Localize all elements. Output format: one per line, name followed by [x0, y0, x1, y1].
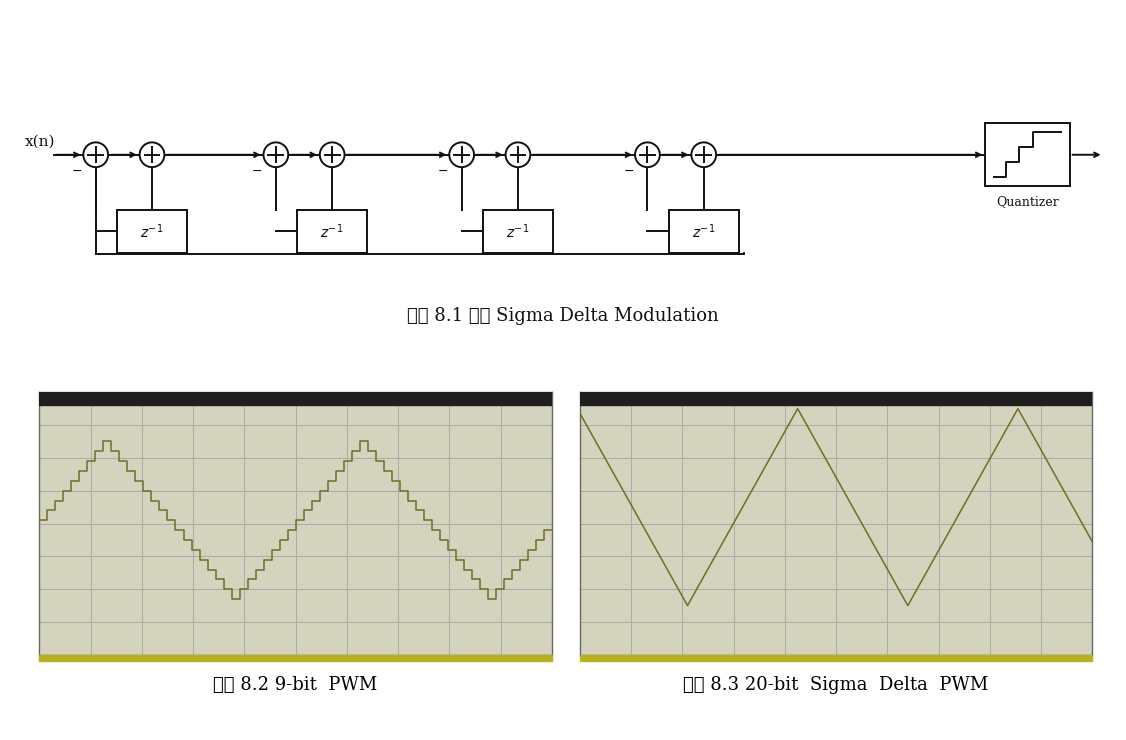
Bar [483, 210, 553, 253]
Text: 그림 8.1 단계 Sigma Delta Modulation: 그림 8.1 단계 Sigma Delta Modulation [408, 307, 718, 325]
Circle shape [691, 142, 716, 167]
Circle shape [449, 142, 474, 167]
Circle shape [320, 142, 345, 167]
Text: −: − [72, 165, 82, 178]
X-axis label: 그림 8.3 20-bit  Sigma  Delta  PWM: 그림 8.3 20-bit Sigma Delta PWM [683, 676, 989, 693]
Bar [985, 124, 1070, 186]
Text: −: − [438, 165, 448, 178]
Bar [117, 210, 187, 253]
Bar [669, 210, 739, 253]
Text: $z^{-1}$: $z^{-1}$ [321, 222, 343, 241]
Bar [39, 392, 552, 406]
Text: $z^{-1}$: $z^{-1}$ [141, 222, 163, 241]
Bar [297, 210, 367, 253]
Circle shape [635, 142, 660, 167]
Bar [580, 655, 1092, 661]
X-axis label: 그림 8.2 9-bit  PWM: 그림 8.2 9-bit PWM [214, 676, 377, 693]
Circle shape [140, 142, 164, 167]
Text: $z^{-1}$: $z^{-1}$ [507, 222, 529, 241]
Bar [39, 655, 552, 661]
Text: $z^{-1}$: $z^{-1}$ [692, 222, 715, 241]
Text: Quantizer: Quantizer [997, 195, 1058, 208]
Text: −: − [252, 165, 262, 178]
Text: −: − [624, 165, 634, 178]
Text: x(n): x(n) [25, 135, 55, 149]
Circle shape [263, 142, 288, 167]
Circle shape [506, 142, 530, 167]
Circle shape [83, 142, 108, 167]
Bar [580, 392, 1092, 406]
